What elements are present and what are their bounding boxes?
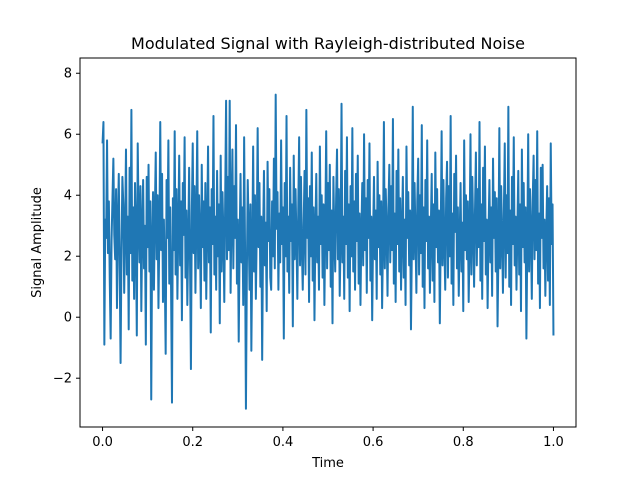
y-tick-label: 4 <box>64 189 72 204</box>
y-tick-label: 2 <box>64 250 72 265</box>
x-tick-label: 0.0 <box>92 435 113 450</box>
y-axis-label: Signal Amplitude <box>30 187 45 298</box>
series-line-0 <box>101 93 555 410</box>
x-tick-label: 1.0 <box>543 435 564 450</box>
x-tick-label: 0.4 <box>273 435 294 450</box>
plot-area <box>79 57 577 428</box>
plot-frame <box>79 57 577 428</box>
y-axis: −2 0 2 4 6 8 <box>53 67 80 387</box>
chart-title: Modulated Signal with Rayleigh-distribut… <box>131 34 525 53</box>
x-tick-label: 0.6 <box>363 435 384 450</box>
y-tick-label: 0 <box>64 311 72 326</box>
x-axis-label: Time <box>311 456 344 471</box>
y-tick-label: −2 <box>53 372 72 387</box>
x-tick-label: 0.2 <box>182 435 203 450</box>
x-axis: 0.0 0.2 0.4 0.6 0.8 1.0 <box>92 427 564 450</box>
x-tick-label: 0.8 <box>453 435 474 450</box>
y-tick-label: 6 <box>64 128 72 143</box>
series-group <box>101 93 555 410</box>
y-tick-label: 8 <box>64 67 72 82</box>
